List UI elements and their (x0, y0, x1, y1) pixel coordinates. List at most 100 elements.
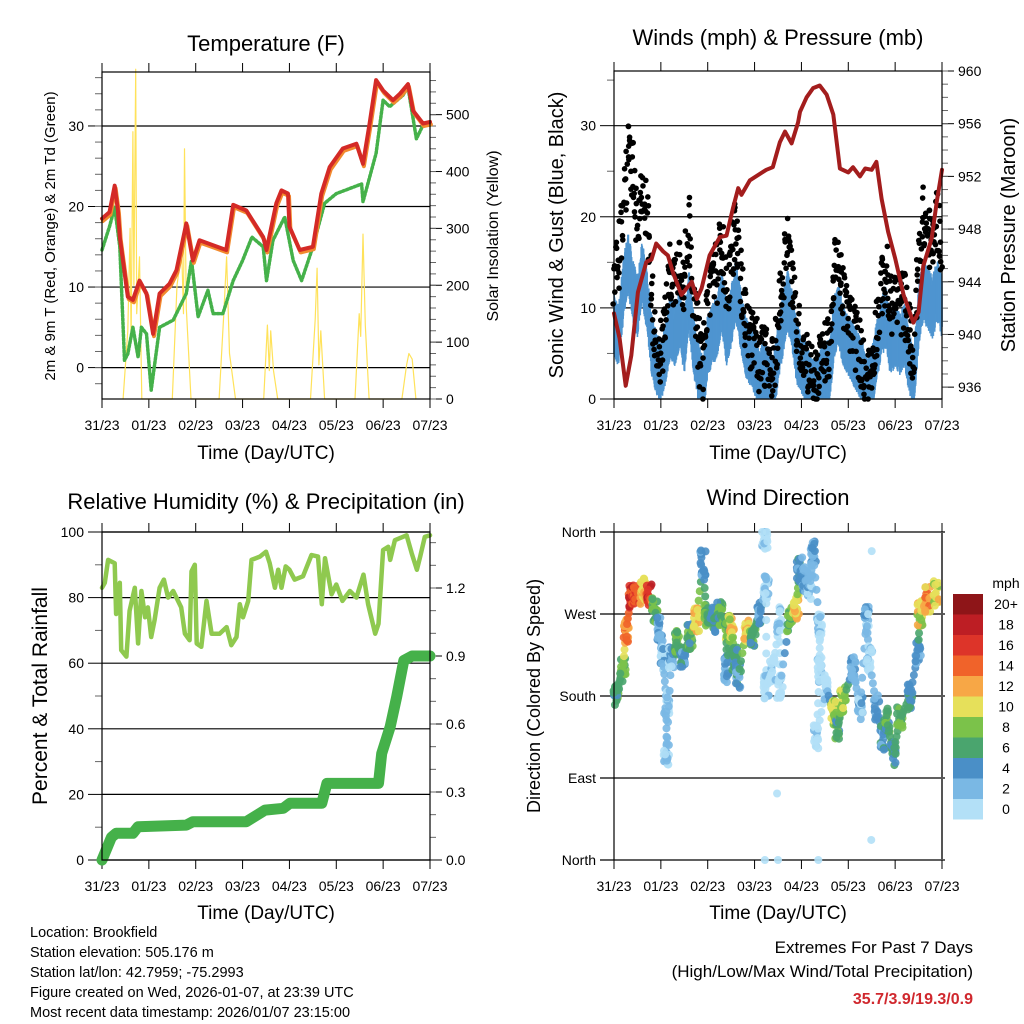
gust-point (762, 340, 768, 347)
direction-point (622, 636, 631, 645)
gust-point (672, 298, 679, 305)
gust-point (698, 331, 704, 337)
direction-point (699, 567, 708, 576)
gust-point (645, 194, 651, 200)
gust-point (892, 274, 899, 281)
gust-point (707, 312, 713, 318)
plot-border-1 (613, 70, 943, 400)
gust-point (879, 310, 886, 317)
plot-axes-2: 0 20 40 60 80 100 0.0 0.3 0.6 0.9 1.2 31/23 01/23 02/… (61, 523, 466, 894)
gust-point (634, 222, 641, 229)
gust-point (676, 251, 683, 258)
gust-point (854, 309, 860, 316)
gust-point (647, 302, 654, 309)
winds-title: Winds (mph) & Pressure (mb) (633, 25, 924, 50)
gust-point (787, 246, 794, 253)
gust-point (780, 281, 787, 287)
x-tick-label: 05/23 (319, 417, 354, 433)
legend-label: 6 (1002, 740, 1010, 756)
gust-point (697, 360, 703, 367)
extremes-subtitle: (High/Low/Max Wind/Total Precipitation) (672, 962, 973, 981)
direction-point (762, 616, 771, 625)
gust-point (878, 280, 884, 287)
legend-swatch (953, 635, 983, 656)
direction-point (908, 678, 917, 687)
gust-point (887, 308, 893, 314)
gust-point (875, 335, 881, 342)
direction-point (882, 711, 891, 720)
gust-point (811, 367, 817, 373)
direction-point (846, 663, 855, 672)
gust-point (704, 288, 711, 295)
gust-point (835, 239, 841, 246)
x-tick-label: 02/23 (178, 417, 213, 433)
x-tick-label: 03/23 (737, 878, 772, 894)
gust-point (667, 241, 673, 247)
gust-point (777, 309, 784, 315)
y-right-tick-label: 0.0 (446, 852, 466, 868)
y-right-tick-label: 400 (446, 164, 470, 180)
gust-point (713, 251, 719, 258)
gust-point (772, 337, 779, 344)
direction-point (856, 715, 865, 724)
gust-point (845, 315, 851, 322)
gust-point (694, 324, 701, 330)
direction-point (701, 592, 710, 601)
gust-point (643, 177, 649, 184)
direction-point (774, 680, 783, 689)
legend-label: 12 (998, 678, 1014, 694)
gust-point (767, 367, 773, 373)
direction-point (717, 605, 726, 614)
direction-point (782, 637, 791, 646)
gust-point (914, 266, 921, 273)
x-tick-label: 31/23 (596, 878, 631, 894)
legend-label: 4 (1002, 760, 1010, 776)
gust-point (854, 324, 861, 331)
x-tick-label: 31/23 (84, 417, 119, 433)
gust-point (702, 334, 709, 340)
gust-point (631, 190, 637, 197)
direction-point (858, 673, 867, 682)
direction-point (731, 679, 740, 688)
gust-point (668, 293, 675, 300)
gust-point (806, 377, 813, 384)
gust-point (892, 279, 898, 285)
x-tick-label: 06/23 (878, 878, 913, 894)
gust-point (733, 241, 739, 247)
direction-point (867, 648, 876, 657)
gust-point (826, 373, 832, 380)
gust-point (774, 345, 781, 352)
gust-point (749, 315, 755, 321)
x-tick-label: 02/23 (178, 878, 213, 894)
direction-point (868, 679, 877, 688)
gust-point (723, 265, 730, 272)
direction-point (866, 663, 875, 672)
direction-point (773, 789, 782, 798)
direction-point (700, 575, 709, 584)
direction-point (813, 598, 822, 607)
x-tick-label: 01/23 (643, 417, 678, 433)
gust-point (819, 331, 826, 337)
gust-point (793, 329, 800, 335)
x-tick-label: 05/23 (831, 878, 866, 894)
gust-point (769, 375, 776, 382)
gust-point (823, 360, 830, 367)
gust-point (793, 348, 800, 355)
direction-point (891, 758, 900, 767)
gust-point (799, 364, 806, 371)
gust-point (710, 260, 717, 266)
gust-point (720, 223, 727, 230)
gust-point (726, 305, 732, 312)
gust-point (657, 317, 664, 324)
gust-point (915, 237, 922, 244)
gust-point (637, 189, 644, 196)
gust-point (694, 300, 700, 306)
gust-point (721, 280, 728, 286)
gust-point (742, 342, 748, 349)
gust-point (659, 357, 666, 363)
gust-point (870, 371, 877, 378)
direction-point (619, 658, 628, 667)
gust-point (863, 365, 870, 371)
direction-point (694, 627, 703, 636)
gust-point (814, 352, 821, 358)
